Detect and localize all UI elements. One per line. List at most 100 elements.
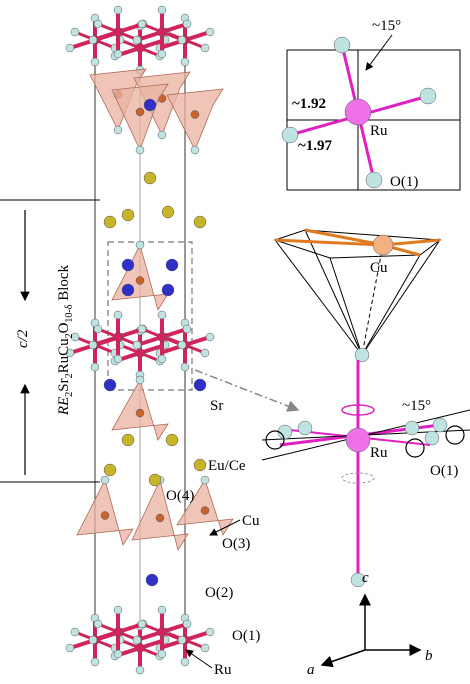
ru-label: Ru <box>370 445 388 461</box>
atom <box>136 409 144 417</box>
atom <box>136 108 144 116</box>
atom <box>158 131 166 139</box>
atom <box>94 20 102 28</box>
label-o1: O(1) <box>232 628 260 644</box>
bond <box>305 230 362 355</box>
atom <box>133 341 141 349</box>
atom <box>71 628 79 636</box>
atom <box>201 44 209 52</box>
atom <box>191 146 199 154</box>
atom <box>425 431 439 445</box>
atom <box>183 20 191 28</box>
label-eu-ce: Eu/Ce <box>208 458 246 474</box>
atom <box>136 644 145 653</box>
atom <box>206 333 214 341</box>
label-o2: O(2) <box>205 585 233 601</box>
o1-label: O(1) <box>390 174 418 190</box>
atom <box>201 476 209 484</box>
atom <box>114 355 122 363</box>
atom <box>71 28 79 36</box>
atom <box>158 50 166 58</box>
atom <box>91 658 99 666</box>
atom <box>183 325 191 333</box>
atom <box>66 644 74 652</box>
axis-label: a <box>307 662 315 678</box>
bond <box>322 650 365 665</box>
block-part: RuCu <box>56 338 72 374</box>
label-o4: O(4) <box>166 488 194 504</box>
figure: Sr Eu/Ce O(4) Cu O(3) O(2) O(1) Ru c/2 R… <box>0 0 470 679</box>
atom <box>104 216 116 228</box>
atom <box>162 284 174 296</box>
atom <box>149 474 161 486</box>
atom <box>166 259 178 271</box>
atom <box>66 44 74 52</box>
atom <box>162 206 174 218</box>
atom <box>373 235 393 255</box>
atom <box>282 127 298 143</box>
o1-label: O(1) <box>430 463 458 479</box>
block-part: RE <box>56 397 72 416</box>
atom <box>133 636 141 644</box>
atom <box>101 476 109 484</box>
atom <box>191 111 199 119</box>
angle-label: ~15° <box>402 398 431 414</box>
bond-label: ~1.97 <box>298 138 333 154</box>
atom <box>166 434 178 446</box>
label-sr: Sr <box>210 398 223 414</box>
atom <box>114 6 122 14</box>
atom <box>201 644 209 652</box>
atom <box>158 333 167 342</box>
atom <box>122 209 134 221</box>
atom <box>366 172 382 188</box>
atom <box>133 36 141 44</box>
block-part: Block <box>56 264 72 304</box>
atom <box>136 376 144 384</box>
atom <box>114 333 123 342</box>
atom <box>89 36 97 44</box>
atom <box>104 379 116 391</box>
atom <box>206 28 214 36</box>
atom <box>114 650 122 658</box>
axis-label: b <box>425 648 433 664</box>
bond <box>186 650 212 668</box>
atom <box>201 349 209 357</box>
bond <box>330 258 362 355</box>
atom <box>158 606 166 614</box>
atom <box>114 50 122 58</box>
bond <box>362 240 440 355</box>
atom <box>178 341 186 349</box>
atom <box>158 628 167 637</box>
label-ru: Ru <box>214 662 232 678</box>
label-o3: O(3) <box>222 536 250 552</box>
atom <box>114 606 122 614</box>
atom <box>158 6 166 14</box>
atom <box>433 418 447 432</box>
atom <box>298 421 312 435</box>
atom <box>138 325 146 333</box>
atom <box>345 99 371 125</box>
atom <box>122 434 134 446</box>
atom <box>156 514 164 522</box>
ru-label: Ru <box>370 123 388 139</box>
block-part: 10-δ <box>64 304 75 322</box>
angle-label: ~15° <box>372 18 401 34</box>
atom <box>194 216 206 228</box>
atom <box>138 20 146 28</box>
bond <box>366 35 392 70</box>
atom <box>136 666 144 674</box>
atom <box>89 341 97 349</box>
open-site <box>406 439 424 457</box>
atom <box>194 459 206 471</box>
atom <box>114 311 122 319</box>
label-cu: Cu <box>242 513 260 529</box>
atom <box>136 349 145 358</box>
open-site <box>446 426 464 444</box>
atom <box>94 325 102 333</box>
atom <box>136 146 144 154</box>
atom <box>136 44 145 53</box>
atom <box>136 277 144 285</box>
atom <box>146 574 158 586</box>
atom <box>122 259 134 271</box>
atom <box>136 241 144 249</box>
